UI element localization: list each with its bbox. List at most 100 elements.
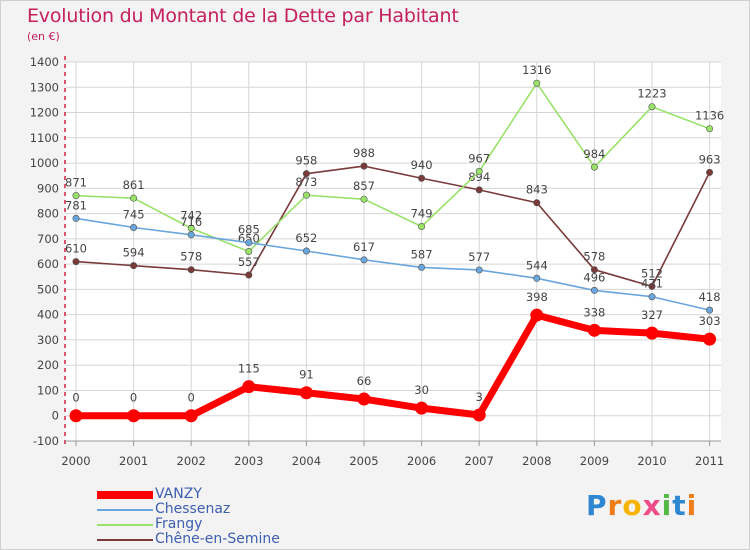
data-point	[533, 199, 541, 207]
legend-label: Chessenaz	[155, 501, 231, 517]
data-point	[530, 308, 544, 322]
data-label: 557	[238, 255, 260, 269]
data-label: 577	[468, 250, 490, 264]
series-line-ch-ne-en-semine	[75, 165, 711, 288]
data-point	[72, 258, 80, 266]
data-point	[533, 79, 541, 87]
y-tick-label: 1100	[30, 131, 59, 145]
y-tick-label: 100	[37, 383, 59, 397]
x-tick-label: 2010	[637, 454, 666, 468]
data-point	[590, 163, 598, 171]
data-point	[360, 256, 368, 264]
y-tick-label: 1000	[30, 156, 59, 170]
y-tick-label: 0	[52, 409, 59, 423]
data-point	[590, 266, 598, 274]
data-label: 91	[299, 368, 314, 382]
data-point	[475, 186, 483, 194]
x-tick-label: 2009	[580, 454, 609, 468]
x-tick-label: 2001	[119, 454, 148, 468]
data-label: 303	[699, 314, 721, 328]
data-label: 940	[411, 158, 433, 172]
data-point	[242, 380, 256, 394]
data-point	[360, 195, 368, 203]
legend-label: Chêne-en-Semine	[155, 531, 280, 547]
x-tick-label: 2000	[61, 454, 90, 468]
data-point	[130, 223, 138, 231]
y-tick-label: 600	[37, 257, 59, 271]
data-point	[648, 103, 656, 111]
data-point	[703, 332, 717, 346]
y-tick-label: 400	[37, 308, 59, 322]
data-point	[706, 306, 714, 314]
legend-swatch	[97, 508, 153, 511]
data-label: 652	[295, 231, 317, 245]
legend: VANZY Chessenaz Frangy Chêne-en-Semine	[97, 487, 280, 547]
y-tick-label: 1400	[30, 55, 59, 69]
data-label: 0	[72, 391, 79, 405]
logo-letter: i	[661, 489, 673, 522]
data-label: 963	[699, 152, 721, 166]
legend-swatch	[97, 490, 153, 499]
logo-letter: i	[686, 489, 698, 522]
data-label: 742	[180, 208, 202, 222]
logo-letter: r	[607, 489, 623, 522]
data-label: 3	[476, 390, 483, 404]
data-label: 984	[583, 147, 605, 161]
y-tick-label: 500	[37, 282, 59, 296]
data-point	[706, 168, 714, 176]
legend-item: Frangy	[97, 517, 280, 532]
data-label: 30	[414, 383, 429, 397]
y-tick-label: 1200	[30, 106, 59, 120]
x-tick-label: 2002	[177, 454, 206, 468]
data-point	[245, 248, 253, 256]
legend-label: Frangy	[155, 516, 203, 532]
data-label: 418	[699, 290, 721, 304]
x-tick-label: 2005	[349, 454, 378, 468]
data-label: 338	[583, 305, 605, 319]
data-point	[299, 386, 313, 400]
data-point	[184, 409, 198, 423]
data-label: 578	[583, 250, 605, 264]
data-label: 967	[468, 151, 490, 165]
data-label: 496	[583, 270, 605, 284]
y-tick-label: 200	[37, 358, 59, 372]
data-label: 988	[353, 146, 375, 160]
data-point	[706, 125, 714, 133]
y-tick-label: 1300	[30, 80, 59, 94]
data-label: 716	[180, 215, 202, 229]
data-point	[245, 271, 253, 279]
data-label: 115	[238, 362, 260, 376]
chart-title: Evolution du Montant de la Dette par Hab…	[27, 5, 459, 27]
data-label: 471	[641, 277, 663, 291]
data-label: 617	[353, 240, 375, 254]
data-label: 1223	[637, 87, 666, 101]
data-point	[418, 174, 426, 182]
data-point	[475, 266, 483, 274]
data-point	[130, 262, 138, 270]
data-point	[69, 409, 83, 423]
data-point	[187, 266, 195, 274]
data-label: 594	[123, 246, 145, 260]
data-point	[533, 274, 541, 282]
data-point	[302, 191, 310, 199]
x-tick-label: 2004	[292, 454, 321, 468]
data-label: 871	[65, 176, 87, 190]
data-label: 861	[123, 178, 145, 192]
data-label: 749	[411, 206, 433, 220]
y-tick-label: 900	[37, 181, 59, 195]
legend-item: Chessenaz	[97, 502, 280, 517]
data-point	[357, 392, 371, 406]
y-tick-label: 700	[37, 232, 59, 246]
legend-item: VANZY	[97, 487, 280, 502]
data-label: 66	[357, 374, 372, 388]
data-label: 781	[65, 198, 87, 212]
legend-swatch	[97, 523, 153, 526]
x-tick-label: 2003	[234, 454, 263, 468]
data-label: 894	[468, 170, 490, 184]
data-point	[475, 167, 483, 175]
y-tick-label: 800	[37, 207, 59, 221]
data-point	[302, 247, 310, 255]
data-point	[415, 401, 429, 415]
